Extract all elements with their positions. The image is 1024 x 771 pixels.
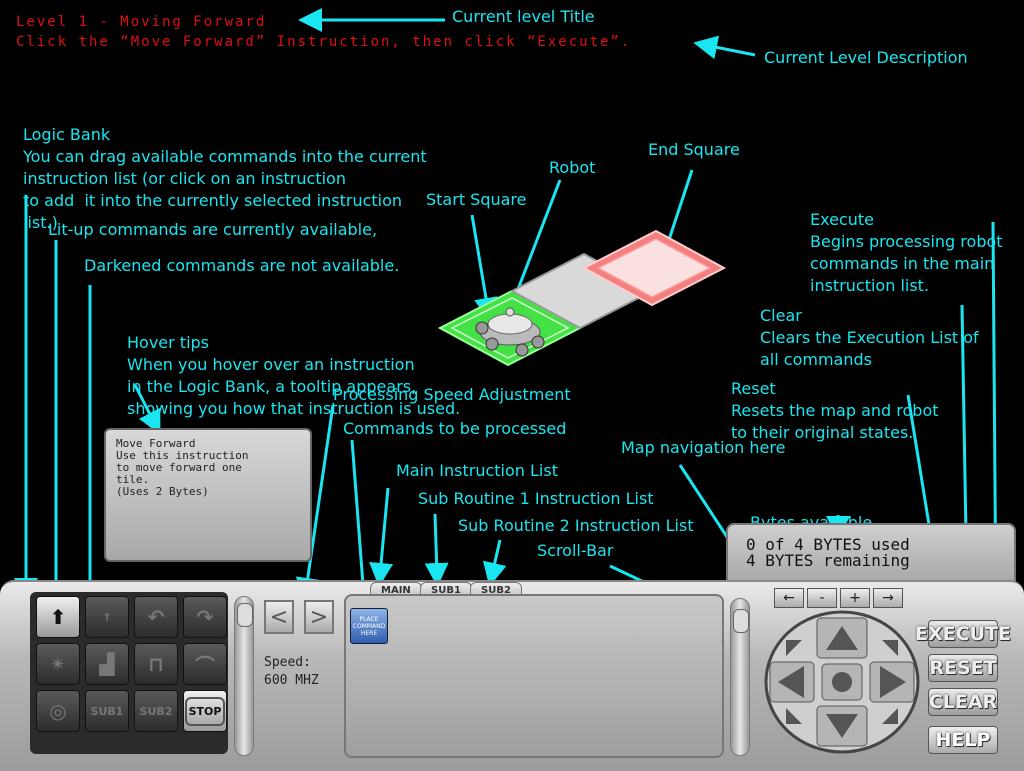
speed-label: Speed: <box>264 655 311 670</box>
robot <box>475 307 545 357</box>
shoot-command[interactable]: ✴ <box>36 643 80 685</box>
bytes-panel: 0 of 4 BYTES used 4 BYTES remaining <box>726 523 1016 583</box>
bytes-used: 0 of 4 BYTES used <box>746 535 910 554</box>
jump-icon: ↑ <box>102 610 112 624</box>
annotation-end-square: End Square <box>648 140 740 159</box>
stop-command[interactable]: STOP <box>183 690 227 732</box>
pickup-command[interactable]: ⊓ <box>134 643 178 685</box>
arrow-up-right-icon[interactable] <box>882 640 898 656</box>
annotation-level-title: Current level Title <box>452 7 595 26</box>
speed-slider[interactable] <box>234 596 254 756</box>
map-zoom-controls: ← - + → <box>774 588 903 608</box>
arrow-up-left-icon[interactable] <box>786 640 802 656</box>
annotation-darkened: Darkened commands are not available. <box>84 256 400 275</box>
arrow-down-left-icon[interactable] <box>786 708 802 724</box>
stop-sign-icon: STOP <box>184 696 226 726</box>
chevron-left-icon: < <box>269 604 289 630</box>
annotation-processing-speed: Processing Speed Adjustment <box>333 385 571 404</box>
climb-command[interactable]: ▟ <box>85 643 129 685</box>
turn-left-icon: ↶ <box>147 605 165 629</box>
instruction-list-scrollbar[interactable] <box>730 598 750 756</box>
annotation-lit-up: Lit-up commands are currently available, <box>48 220 378 239</box>
execute-button[interactable]: EXECUTE <box>915 620 1011 648</box>
annotation-commands-to-process: Commands to be processed <box>343 419 567 438</box>
arrow-right-icon <box>880 666 906 698</box>
arrow-left-icon <box>778 666 804 698</box>
burst-icon: ✴ <box>49 652 67 676</box>
annotation-scroll-bar: Scroll-Bar <box>537 541 614 560</box>
move-forward-command[interactable]: ⬆ <box>36 596 80 638</box>
game-map[interactable] <box>430 228 740 378</box>
map-zoom-out-button[interactable]: - <box>807 588 837 608</box>
sub2-command[interactable]: SUB2 <box>134 690 178 732</box>
turn-left-command[interactable]: ↶ <box>134 596 178 638</box>
annotation-map-navigation: Map navigation here <box>621 438 786 457</box>
arc-jump-command[interactable]: ⌒ <box>183 643 227 685</box>
spiral-icon: ◎ <box>49 699 67 723</box>
hover-tooltip: Move Forward Use this instruction to move … <box>104 428 312 562</box>
speed-value: 600 MHZ <box>264 673 319 688</box>
main-instruction-list[interactable] <box>344 594 724 758</box>
annotation-main-list: Main Instruction List <box>396 461 558 480</box>
arc-icon: ⌒ <box>195 653 215 678</box>
turn-right-command[interactable]: ↷ <box>183 596 227 638</box>
jump-command[interactable]: ↑ <box>85 596 129 638</box>
annotation-level-description: Current Level Description <box>764 48 968 67</box>
clear-button[interactable]: CLEAR <box>928 688 998 716</box>
chevron-right-icon: > <box>309 604 329 630</box>
annotation-hover-tips: Hover tips When you hover over an instruc… <box>127 333 461 418</box>
speed-decrease-button[interactable]: < <box>264 600 294 634</box>
annotation-clear: Clear Clears the Execution List of all com… <box>760 306 979 369</box>
end-square <box>581 229 727 307</box>
scrollbar-thumb[interactable] <box>733 609 749 633</box>
turn-right-icon: ↷ <box>196 605 214 629</box>
annotation-start-square: Start Square <box>426 190 527 209</box>
map-pan-right-button[interactable]: → <box>873 588 903 608</box>
map-navigation-pad[interactable] <box>764 610 920 754</box>
logic-bank-grid: ⬆ ↑ ↶ ↷ ✴ ▟ ⊓ ⌒ ◎ SUB1 SUB2 STOP <box>36 596 227 732</box>
arrow-down-right-icon[interactable] <box>882 708 898 724</box>
level-description: Click the “Move Forward” Instruction, th… <box>16 34 632 50</box>
annotation-sub2-list: Sub Routine 2 Instruction List <box>458 516 694 535</box>
level-title: Level 1 - Moving Forward <box>16 14 267 30</box>
annotation-execute: Execute Begins processing robot commands i… <box>810 210 1003 295</box>
arrow-up-icon <box>826 626 858 650</box>
speed-increase-button[interactable]: > <box>304 600 334 634</box>
annotation-logic-bank: Logic Bank You can drag available command… <box>23 125 427 232</box>
stairs-icon: ▟ <box>99 652 115 676</box>
center-dot-icon <box>832 672 852 692</box>
arrow-down-icon <box>826 714 858 738</box>
reset-button[interactable]: RESET <box>928 654 998 682</box>
move-forward-icon: ⬆ <box>49 605 67 629</box>
help-button[interactable]: HELP <box>928 726 998 754</box>
speed-slider-knob[interactable] <box>237 603 253 627</box>
annotation-sub1-list: Sub Routine 1 Instruction List <box>418 489 654 508</box>
map-zoom-in-button[interactable]: + <box>840 588 870 608</box>
bytes-remaining: 4 BYTES remaining <box>746 551 910 570</box>
place-command-slot[interactable]: PLACE COMMAND HERE <box>350 608 388 644</box>
annotation-robot: Robot <box>549 158 596 177</box>
annotation-reset: Reset Resets the map and robot to their or… <box>731 379 939 442</box>
map-pan-left-button[interactable]: ← <box>774 588 804 608</box>
crane-icon: ⊓ <box>148 652 164 676</box>
speed-readout: Speed: 600 MHZ <box>264 654 319 690</box>
loop-command[interactable]: ◎ <box>36 690 80 732</box>
sub1-command[interactable]: SUB1 <box>85 690 129 732</box>
